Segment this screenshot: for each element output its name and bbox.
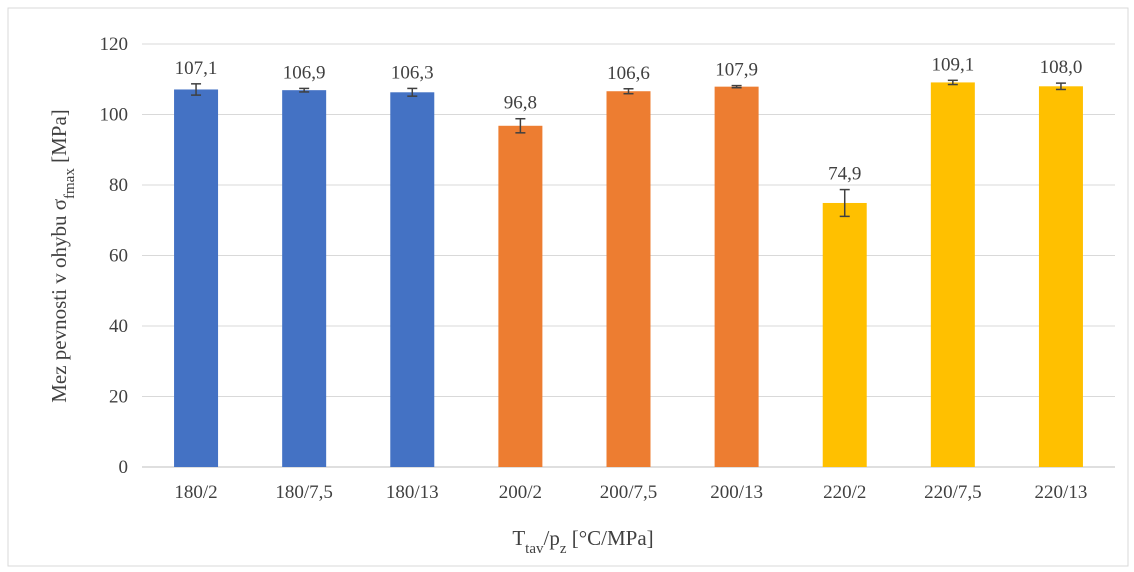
bar xyxy=(930,82,975,468)
x-tick-label: 220/13 xyxy=(1035,482,1088,503)
error-bar xyxy=(947,79,958,86)
bar xyxy=(606,91,651,468)
y-tick-label: 20 xyxy=(109,387,128,408)
x-tick-label: 200/13 xyxy=(710,482,763,503)
x-tick-label: 180/2 xyxy=(174,482,217,503)
error-bar xyxy=(1055,82,1066,91)
y-axis-ticks: 0 20 40 60 80 100 120 xyxy=(100,34,129,478)
bar xyxy=(498,125,543,467)
data-label: 96,8 xyxy=(504,93,537,114)
bar xyxy=(714,86,759,467)
error-bar xyxy=(299,87,310,93)
y-tick-label: 100 xyxy=(100,105,129,126)
data-label: 106,6 xyxy=(607,63,650,84)
x-axis-ticks: 180/2 180/7,5 180/13 200/2 200/7,5 200/13 220/… xyxy=(174,482,1087,503)
error-bar xyxy=(731,84,742,89)
bars xyxy=(174,82,1083,468)
error-bar xyxy=(191,83,202,96)
bar xyxy=(822,202,867,468)
x-tick-label: 200/7,5 xyxy=(600,482,658,503)
x-tick-label: 220/2 xyxy=(823,482,866,503)
error-bar xyxy=(515,117,526,134)
data-label: 109,1 xyxy=(931,54,974,75)
error-bar xyxy=(407,87,418,97)
x-tick-label: 180/13 xyxy=(386,482,439,503)
y-tick-label: 120 xyxy=(100,34,129,55)
error-bar xyxy=(839,188,850,218)
bar xyxy=(174,89,219,467)
data-label: 107,1 xyxy=(175,58,218,79)
bar xyxy=(282,90,327,468)
y-tick-label: 80 xyxy=(109,175,128,196)
y-axis-title: Mez pevnosti v ohybu σfmax [MPa] xyxy=(47,109,78,403)
data-label: 108,0 xyxy=(1040,57,1083,78)
data-label: 106,3 xyxy=(391,62,434,83)
x-tick-label: 200/2 xyxy=(499,482,542,503)
bar xyxy=(1038,86,1083,468)
error-bar xyxy=(623,88,634,95)
data-label: 74,9 xyxy=(828,164,861,185)
y-tick-label: 0 xyxy=(119,457,129,478)
data-label: 106,9 xyxy=(283,62,326,83)
x-axis-title: Ttav/pz [°C/MPa] xyxy=(512,526,653,557)
y-tick-label: 40 xyxy=(109,316,128,337)
data-label: 107,9 xyxy=(715,60,758,81)
y-tick-label: 60 xyxy=(109,246,128,267)
error-bars xyxy=(191,79,1066,218)
bar xyxy=(390,92,435,467)
data-labels: 107,1 106,9 106,3 96,8 106,6 107,9 74,9 109,1 10… xyxy=(175,54,1083,184)
x-tick-label: 220/7,5 xyxy=(924,482,982,503)
x-tick-label: 180/7,5 xyxy=(275,482,333,503)
